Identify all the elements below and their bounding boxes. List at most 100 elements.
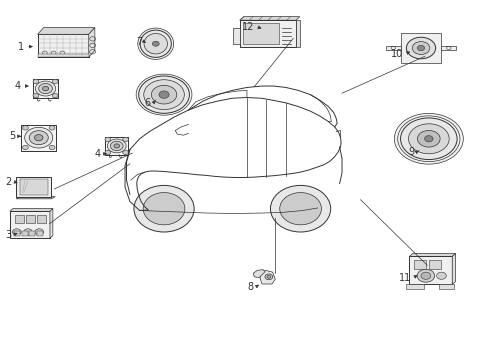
Circle shape <box>266 275 270 278</box>
Bar <box>295 20 299 47</box>
Text: 9: 9 <box>407 147 413 157</box>
Circle shape <box>143 80 184 109</box>
Bar <box>15 215 23 223</box>
Text: 10: 10 <box>390 49 402 59</box>
Circle shape <box>29 131 48 145</box>
Circle shape <box>35 229 43 235</box>
Bar <box>21 231 27 237</box>
Circle shape <box>152 41 159 46</box>
Circle shape <box>105 150 111 155</box>
Polygon shape <box>240 17 299 20</box>
Bar <box>406 284 423 289</box>
Circle shape <box>42 86 48 91</box>
Bar <box>38 34 88 57</box>
Circle shape <box>49 145 55 150</box>
Circle shape <box>105 137 111 141</box>
Circle shape <box>107 139 126 153</box>
Bar <box>16 177 51 197</box>
Circle shape <box>22 126 28 130</box>
Circle shape <box>52 79 58 84</box>
Circle shape <box>139 76 189 113</box>
Bar <box>400 33 441 63</box>
Circle shape <box>35 81 56 96</box>
Bar <box>33 79 58 98</box>
Bar <box>29 231 35 237</box>
Text: 2: 2 <box>5 177 11 187</box>
Text: 1: 1 <box>18 42 23 51</box>
Bar <box>21 125 56 150</box>
Polygon shape <box>451 253 455 284</box>
Circle shape <box>122 137 128 141</box>
Circle shape <box>35 135 43 141</box>
Polygon shape <box>16 197 55 199</box>
Ellipse shape <box>270 185 330 232</box>
Text: 8: 8 <box>246 282 253 292</box>
Bar <box>38 54 88 57</box>
Circle shape <box>114 144 119 148</box>
Ellipse shape <box>140 30 171 57</box>
Polygon shape <box>253 270 264 278</box>
Polygon shape <box>50 208 53 238</box>
Circle shape <box>411 41 429 54</box>
Polygon shape <box>38 28 95 34</box>
Bar <box>233 28 240 44</box>
Bar <box>38 34 88 57</box>
Circle shape <box>420 272 430 279</box>
Polygon shape <box>88 28 95 57</box>
Circle shape <box>416 269 434 282</box>
Circle shape <box>33 79 39 84</box>
Bar <box>438 284 453 289</box>
Ellipse shape <box>279 193 321 225</box>
Text: 7: 7 <box>136 37 142 47</box>
Ellipse shape <box>134 185 194 232</box>
Text: 6: 6 <box>144 98 151 108</box>
Bar <box>385 46 400 50</box>
Circle shape <box>406 37 435 59</box>
Bar <box>20 179 47 195</box>
Circle shape <box>23 229 32 235</box>
Bar <box>10 211 50 238</box>
Bar <box>26 215 35 223</box>
Bar <box>243 23 279 44</box>
Bar <box>37 215 46 223</box>
Text: 11: 11 <box>398 273 410 283</box>
Bar <box>105 137 128 154</box>
Circle shape <box>436 272 446 279</box>
Circle shape <box>33 94 39 98</box>
Circle shape <box>417 130 439 147</box>
Circle shape <box>407 124 448 154</box>
Circle shape <box>110 141 123 150</box>
Circle shape <box>24 127 53 148</box>
Circle shape <box>400 118 456 159</box>
Circle shape <box>424 136 432 142</box>
Circle shape <box>12 229 21 235</box>
Bar <box>441 46 455 50</box>
Polygon shape <box>408 253 455 256</box>
Circle shape <box>136 74 192 115</box>
Polygon shape <box>10 208 53 211</box>
Bar <box>428 260 440 269</box>
Ellipse shape <box>143 193 184 225</box>
Circle shape <box>159 91 169 98</box>
Ellipse shape <box>144 33 167 54</box>
Text: 12: 12 <box>242 22 254 32</box>
Bar <box>37 231 43 237</box>
Text: 3: 3 <box>5 230 11 239</box>
Circle shape <box>22 145 28 150</box>
Circle shape <box>264 274 272 280</box>
Bar <box>408 256 451 284</box>
Text: 4: 4 <box>15 81 21 91</box>
Circle shape <box>416 45 424 51</box>
Text: 5: 5 <box>9 131 15 141</box>
Bar <box>240 20 295 47</box>
Polygon shape <box>260 270 275 284</box>
Ellipse shape <box>138 28 173 59</box>
Circle shape <box>39 84 52 94</box>
Text: 4: 4 <box>94 149 101 159</box>
Circle shape <box>151 85 176 104</box>
Circle shape <box>49 126 55 130</box>
Circle shape <box>122 150 128 155</box>
Bar <box>413 260 426 269</box>
Circle shape <box>52 94 58 98</box>
Circle shape <box>393 113 462 164</box>
